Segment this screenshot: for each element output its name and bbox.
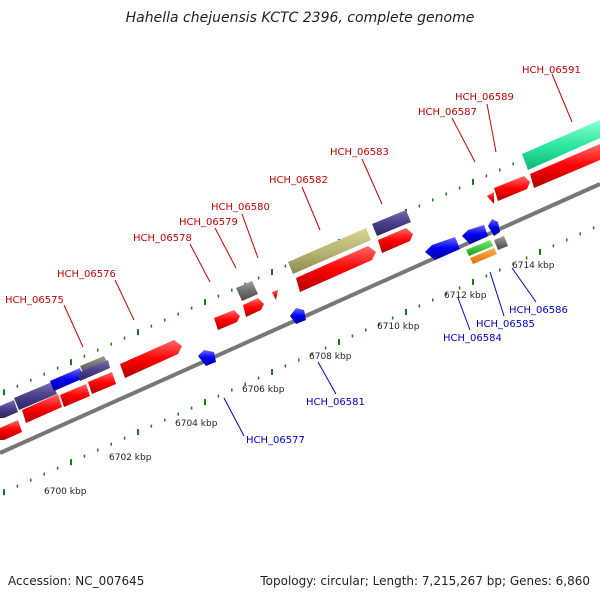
scale-label: 6700 kbp bbox=[44, 487, 87, 497]
gene-feature[interactable] bbox=[288, 228, 371, 274]
gene-feature[interactable] bbox=[290, 308, 306, 324]
gene-feature[interactable] bbox=[78, 360, 110, 381]
gene-feature[interactable] bbox=[243, 298, 264, 317]
gene-label[interactable]: HCH_06577 bbox=[246, 435, 305, 446]
gene-feature[interactable] bbox=[198, 350, 216, 366]
gene-feature[interactable] bbox=[0, 420, 22, 440]
gene-label[interactable]: HCH_06582 bbox=[269, 175, 328, 186]
gene-feature[interactable] bbox=[488, 219, 500, 236]
scale-labels: 6700 kbp 6702 kbp 6704 kbp 6706 kbp 6708… bbox=[44, 261, 555, 497]
forward-gene-labels: HCH_06575 HCH_06576 HCH_06578 HCH_06579 … bbox=[5, 65, 581, 348]
gene-feature[interactable] bbox=[0, 400, 18, 418]
genome-summary: Topology: circular; Length: 7,215,267 bp… bbox=[260, 574, 590, 588]
gene-label[interactable]: HCH_06581 bbox=[306, 397, 365, 408]
gene-feature[interactable] bbox=[50, 368, 84, 391]
inner-tick-track bbox=[3, 226, 595, 496]
gene-feature[interactable] bbox=[425, 237, 460, 260]
gene-label[interactable]: HCH_06575 bbox=[5, 295, 64, 306]
gene-feature[interactable] bbox=[466, 240, 493, 256]
gene-feature[interactable] bbox=[14, 382, 57, 410]
gene-feature[interactable] bbox=[372, 210, 411, 236]
reverse-gene-labels: HCH_06577 HCH_06581 HCH_06584 HCH_06585 … bbox=[223, 267, 568, 446]
gene-feature[interactable] bbox=[470, 248, 497, 264]
scale-label: 6714 kbp bbox=[512, 261, 555, 271]
gene-feature[interactable] bbox=[60, 384, 90, 407]
gene-feature[interactable] bbox=[88, 372, 116, 394]
gene-label[interactable]: HCH_06587 bbox=[418, 107, 477, 118]
gene-feature[interactable] bbox=[22, 394, 62, 423]
gene-feature[interactable] bbox=[494, 236, 508, 250]
genome-title: Hahella chejuensis KCTC 2396, complete g… bbox=[125, 10, 475, 26]
scale-label: 6706 kbp bbox=[242, 385, 285, 395]
gene-label[interactable]: HCH_06576 bbox=[57, 269, 116, 280]
scale-label: 6702 kbp bbox=[109, 453, 152, 463]
scale-label: 6708 kbp bbox=[309, 352, 352, 362]
gene-label[interactable]: HCH_06585 bbox=[476, 319, 535, 330]
gene-label[interactable]: HCH_06586 bbox=[509, 305, 568, 316]
gene-feature[interactable] bbox=[120, 340, 182, 378]
accession-label: Accession: NC_007645 bbox=[8, 574, 145, 588]
gene-label[interactable]: HCH_06579 bbox=[179, 217, 238, 228]
gene-label[interactable]: HCH_06580 bbox=[211, 202, 270, 213]
gene-feature[interactable] bbox=[214, 310, 240, 330]
gene-feature[interactable] bbox=[296, 246, 376, 292]
gene-feature[interactable] bbox=[494, 176, 530, 201]
gene-feature[interactable] bbox=[530, 144, 600, 188]
scale-label: 6712 kbp bbox=[444, 291, 487, 301]
gene-feature[interactable] bbox=[236, 281, 258, 301]
gene-label[interactable]: HCH_06591 bbox=[522, 65, 581, 76]
scale-label: 6704 kbp bbox=[175, 419, 218, 429]
gene-label[interactable]: HCH_06589 bbox=[455, 92, 514, 103]
forward-features bbox=[0, 120, 600, 440]
gene-feature[interactable] bbox=[272, 290, 278, 300]
reverse-features bbox=[198, 219, 508, 366]
gene-feature[interactable] bbox=[462, 225, 488, 244]
gene-label[interactable]: HCH_06584 bbox=[443, 333, 502, 344]
gene-feature[interactable] bbox=[378, 228, 413, 253]
scale-label: 6710 kbp bbox=[377, 322, 420, 332]
gene-feature[interactable] bbox=[487, 192, 494, 204]
gene-label[interactable]: HCH_06583 bbox=[330, 147, 389, 158]
gene-label[interactable]: HCH_06578 bbox=[133, 233, 192, 244]
gene-feature[interactable] bbox=[522, 120, 600, 170]
